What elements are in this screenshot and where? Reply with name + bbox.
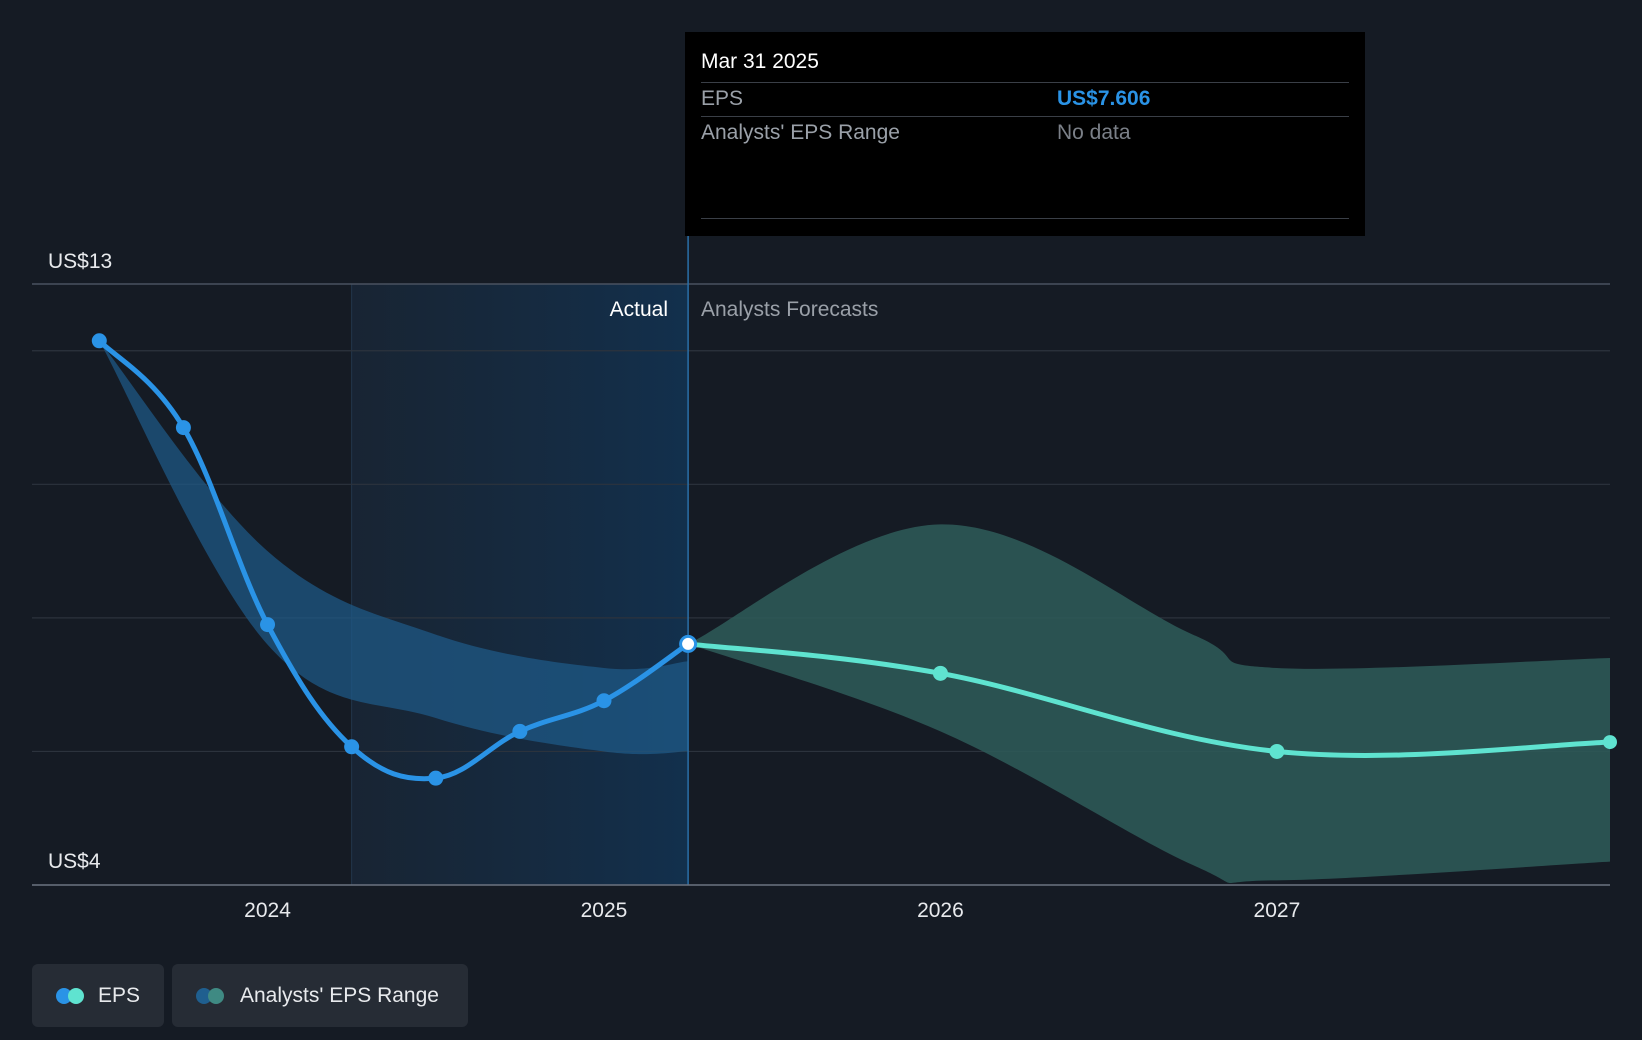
eps-point [1269, 743, 1285, 759]
y-min-label: US$4 [48, 850, 101, 873]
eps-point [260, 617, 276, 633]
tooltip-eps-label: EPS [701, 87, 744, 110]
eps-points [91, 333, 1617, 786]
eps-point [1603, 735, 1617, 750]
eps-point [932, 665, 948, 681]
forecast-label: Analysts Forecasts [701, 298, 878, 321]
x-tick-label: 2025 [581, 899, 628, 922]
actual-eps-line [96, 338, 691, 782]
tooltip-range-label: Analysts' EPS Range [701, 121, 900, 144]
eps-point [91, 333, 107, 349]
range-legend-icon [196, 987, 226, 1004]
tooltip-divider [701, 116, 1349, 117]
actual-label: Actual [610, 298, 668, 321]
legend-label-eps: EPS [97, 983, 140, 1007]
forecast-eps-line [685, 641, 1613, 758]
x-tick-label: 2024 [244, 899, 291, 922]
legend-label-range: Analysts' EPS Range [240, 983, 439, 1007]
eps-point [512, 723, 528, 739]
eps-legend-icon [56, 987, 84, 1004]
legend-dot [208, 987, 224, 1004]
x-tick-label: 2027 [1254, 899, 1301, 922]
legend-dot [68, 987, 84, 1004]
actual-range-band [99, 340, 689, 755]
legend-item-range[interactable]: Analysts' EPS Range [172, 964, 468, 1027]
tooltip-divider [701, 218, 1349, 219]
eps-point-selected [679, 634, 698, 653]
range-bands [99, 340, 1610, 883]
tooltip-eps-value: US$7.606 [1057, 87, 1151, 110]
forecast-range-band [688, 524, 1610, 883]
eps-point [596, 693, 612, 709]
tooltip-date: Mar 31 2025 [701, 50, 819, 73]
x-tick-labels: 2024 2025 2026 2027 [244, 899, 1300, 922]
eps-point [344, 739, 360, 755]
actual-highlight-region [351, 284, 689, 885]
tooltip-divider [701, 82, 1349, 83]
eps-lines [96, 338, 1613, 782]
eps-point [428, 770, 444, 786]
x-tick-label: 2026 [917, 899, 964, 922]
y-max-label: US$13 [48, 250, 112, 273]
tooltip-range-value: No data [1057, 121, 1131, 144]
tooltip: Mar 31 2025 EPS US$7.606 Analysts' EPS R… [685, 32, 1365, 236]
legend-item-eps[interactable]: EPS [32, 964, 164, 1027]
eps-point [175, 420, 191, 436]
